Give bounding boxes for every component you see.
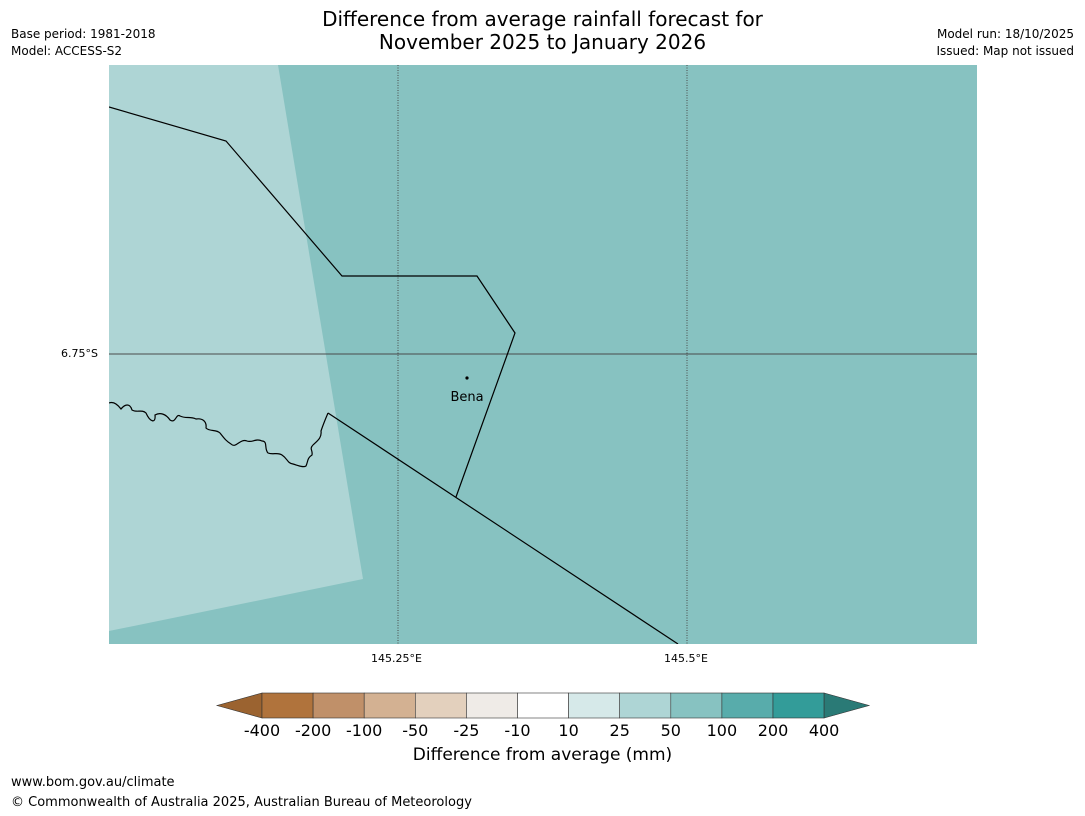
colorbar-swatch [312,692,365,719]
colorbar-tick-label: -400 [243,721,281,740]
title-line-2: November 2025 to January 2026 [378,30,707,54]
title-line-1: Difference from average rainfall forecas… [322,7,763,31]
footer-url: www.bom.gov.au/climate [11,775,175,790]
base-period-text: Base period: 1981-2018 [11,27,156,41]
colorbar [215,692,871,719]
province-boundary [109,106,516,498]
colorbar-tick-label: -10 [504,721,531,740]
map-title: Difference from average rainfall forecas… [0,8,1085,54]
colorbar-swatch [619,692,672,719]
lon-label-145-5e: 145.5°E [664,652,708,665]
colorbar-tick-labels: -400 -200 -100 -50 -25 -10 10 25 50 100 200 400 [0,721,1085,741]
province-boundary-south [327,412,679,644]
colorbar-tick-label: 200 [757,721,789,740]
header-right: Model run: 18/10/2025 Issued: Map not is… [936,26,1074,60]
bena-marker [465,376,469,380]
colorbar-tick-label: 25 [609,721,630,740]
model-text: Model: ACCESS-S2 [11,44,123,58]
colorbar-tick-label: -25 [453,721,480,740]
header-left: Base period: 1981-2018 Model: ACCESS-S2 [11,26,156,60]
issued-text: Issued: Map not issued [936,44,1074,58]
colorbar-swatch [363,692,416,719]
colorbar-swatch [414,692,467,719]
colorbar-swatch [721,692,774,719]
colorbar-extend-low [215,692,263,719]
rainfall-zone-10-25 [109,65,363,631]
place-label-bena: Bena [450,390,483,405]
colorbar-swatch [670,692,723,719]
colorbar-swatch [568,692,620,719]
colorbar-tick-label: 50 [660,721,681,740]
colorbar-tick-label: -100 [346,721,383,740]
lat-label-6-75s: 6.75°S [61,347,98,360]
colorbar-swatch [466,692,518,719]
colorbar-tick-label: 400 [808,721,840,740]
colorbar-tick-label: 100 [706,721,738,740]
colorbar-tick-label: -200 [294,721,332,740]
lon-label-145-25e: 145.25°E [371,652,422,665]
colorbar-tick-label: 10 [558,721,579,740]
colorbar-tick-label: -50 [402,721,429,740]
colorbar-swatch [517,692,569,719]
colorbar-title: Difference from average (mm) [412,745,673,765]
colorbar-swatch [772,692,825,719]
colorbar-extend-high [823,692,871,719]
footer-copyright: © Commonwealth of Australia 2025, Austra… [11,795,472,810]
model-run-text: Model run: 18/10/2025 [936,27,1074,41]
river-boundary [109,401,329,468]
colorbar-swatch [261,692,314,719]
